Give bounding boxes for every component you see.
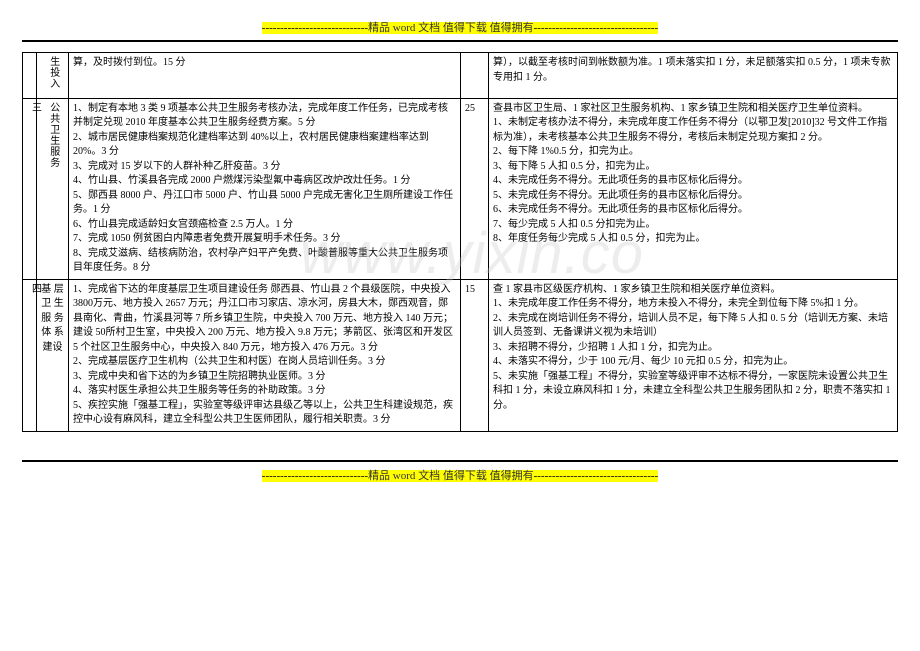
row3-index: 四 [23,279,37,431]
table-row: 三 公共卫生服务 1、制定有本地 3 类 9 项基本公共卫生服务考核办法，完成年… [23,98,898,279]
row3-left-content: 1、完成省下达的年度基层卫生项目建设任务 郧西县、竹山县 2 个县级医院，中央投… [69,279,461,431]
row3-score: 15 [461,279,489,431]
row2-left-content: 1、制定有本地 3 类 9 项基本公共卫生服务考核办法，完成年度工作任务，已完成… [69,98,461,279]
row2-score: 25 [461,98,489,279]
content-table: 生投入 算，及时拨付到位。15 分 算），以截至考核时间到帐数额为准。1 项未落… [22,52,898,432]
row2-right-content: 查县市区卫生局、1 家社区卫生服务机构、1 家乡镇卫生院和相关医疗卫生单位资料。… [489,98,898,279]
row1-index [23,53,37,99]
header-dashes-right: ---------------------------------- [534,22,659,34]
row3-label: 基 层卫 生服 务体 系建设 [37,279,69,431]
header-banner: -----------------------------精品 word 文档 … [22,18,898,36]
row3-right-content: 查 1 家县市区级医疗机构、1 家乡镇卫生院和相关医疗单位资料。1、未完成年度工… [489,279,898,431]
table-row: 四 基 层卫 生服 务体 系建设 1、完成省下达的年度基层卫生项目建设任务 郧西… [23,279,898,431]
footer-banner: -----------------------------精品 word 文档 … [22,466,898,484]
table-row: 生投入 算，及时拨付到位。15 分 算），以截至考核时间到帐数额为准。1 项未落… [23,53,898,99]
header-rule [22,40,898,42]
footer-dashes-right: ---------------------------------- [534,470,659,482]
row1-right-content: 算），以截至考核时间到帐数额为准。1 项未落实扣 1 分，未足额落实扣 0.5 … [489,53,898,99]
footer-dashes-left: ----------------------------- [262,470,368,482]
row2-label: 公共卫生服务 [37,98,69,279]
row1-left-content: 算，及时拨付到位。15 分 [69,53,461,99]
footer-text: 精品 word 文档 值得下载 值得拥有 [368,470,534,482]
header-dashes-left: ----------------------------- [262,22,368,34]
row1-label: 生投入 [37,53,69,99]
footer-rule [22,460,898,462]
row2-index: 三 [23,98,37,279]
header-text: 精品 word 文档 值得下载 值得拥有 [368,22,534,34]
row1-score [461,53,489,99]
